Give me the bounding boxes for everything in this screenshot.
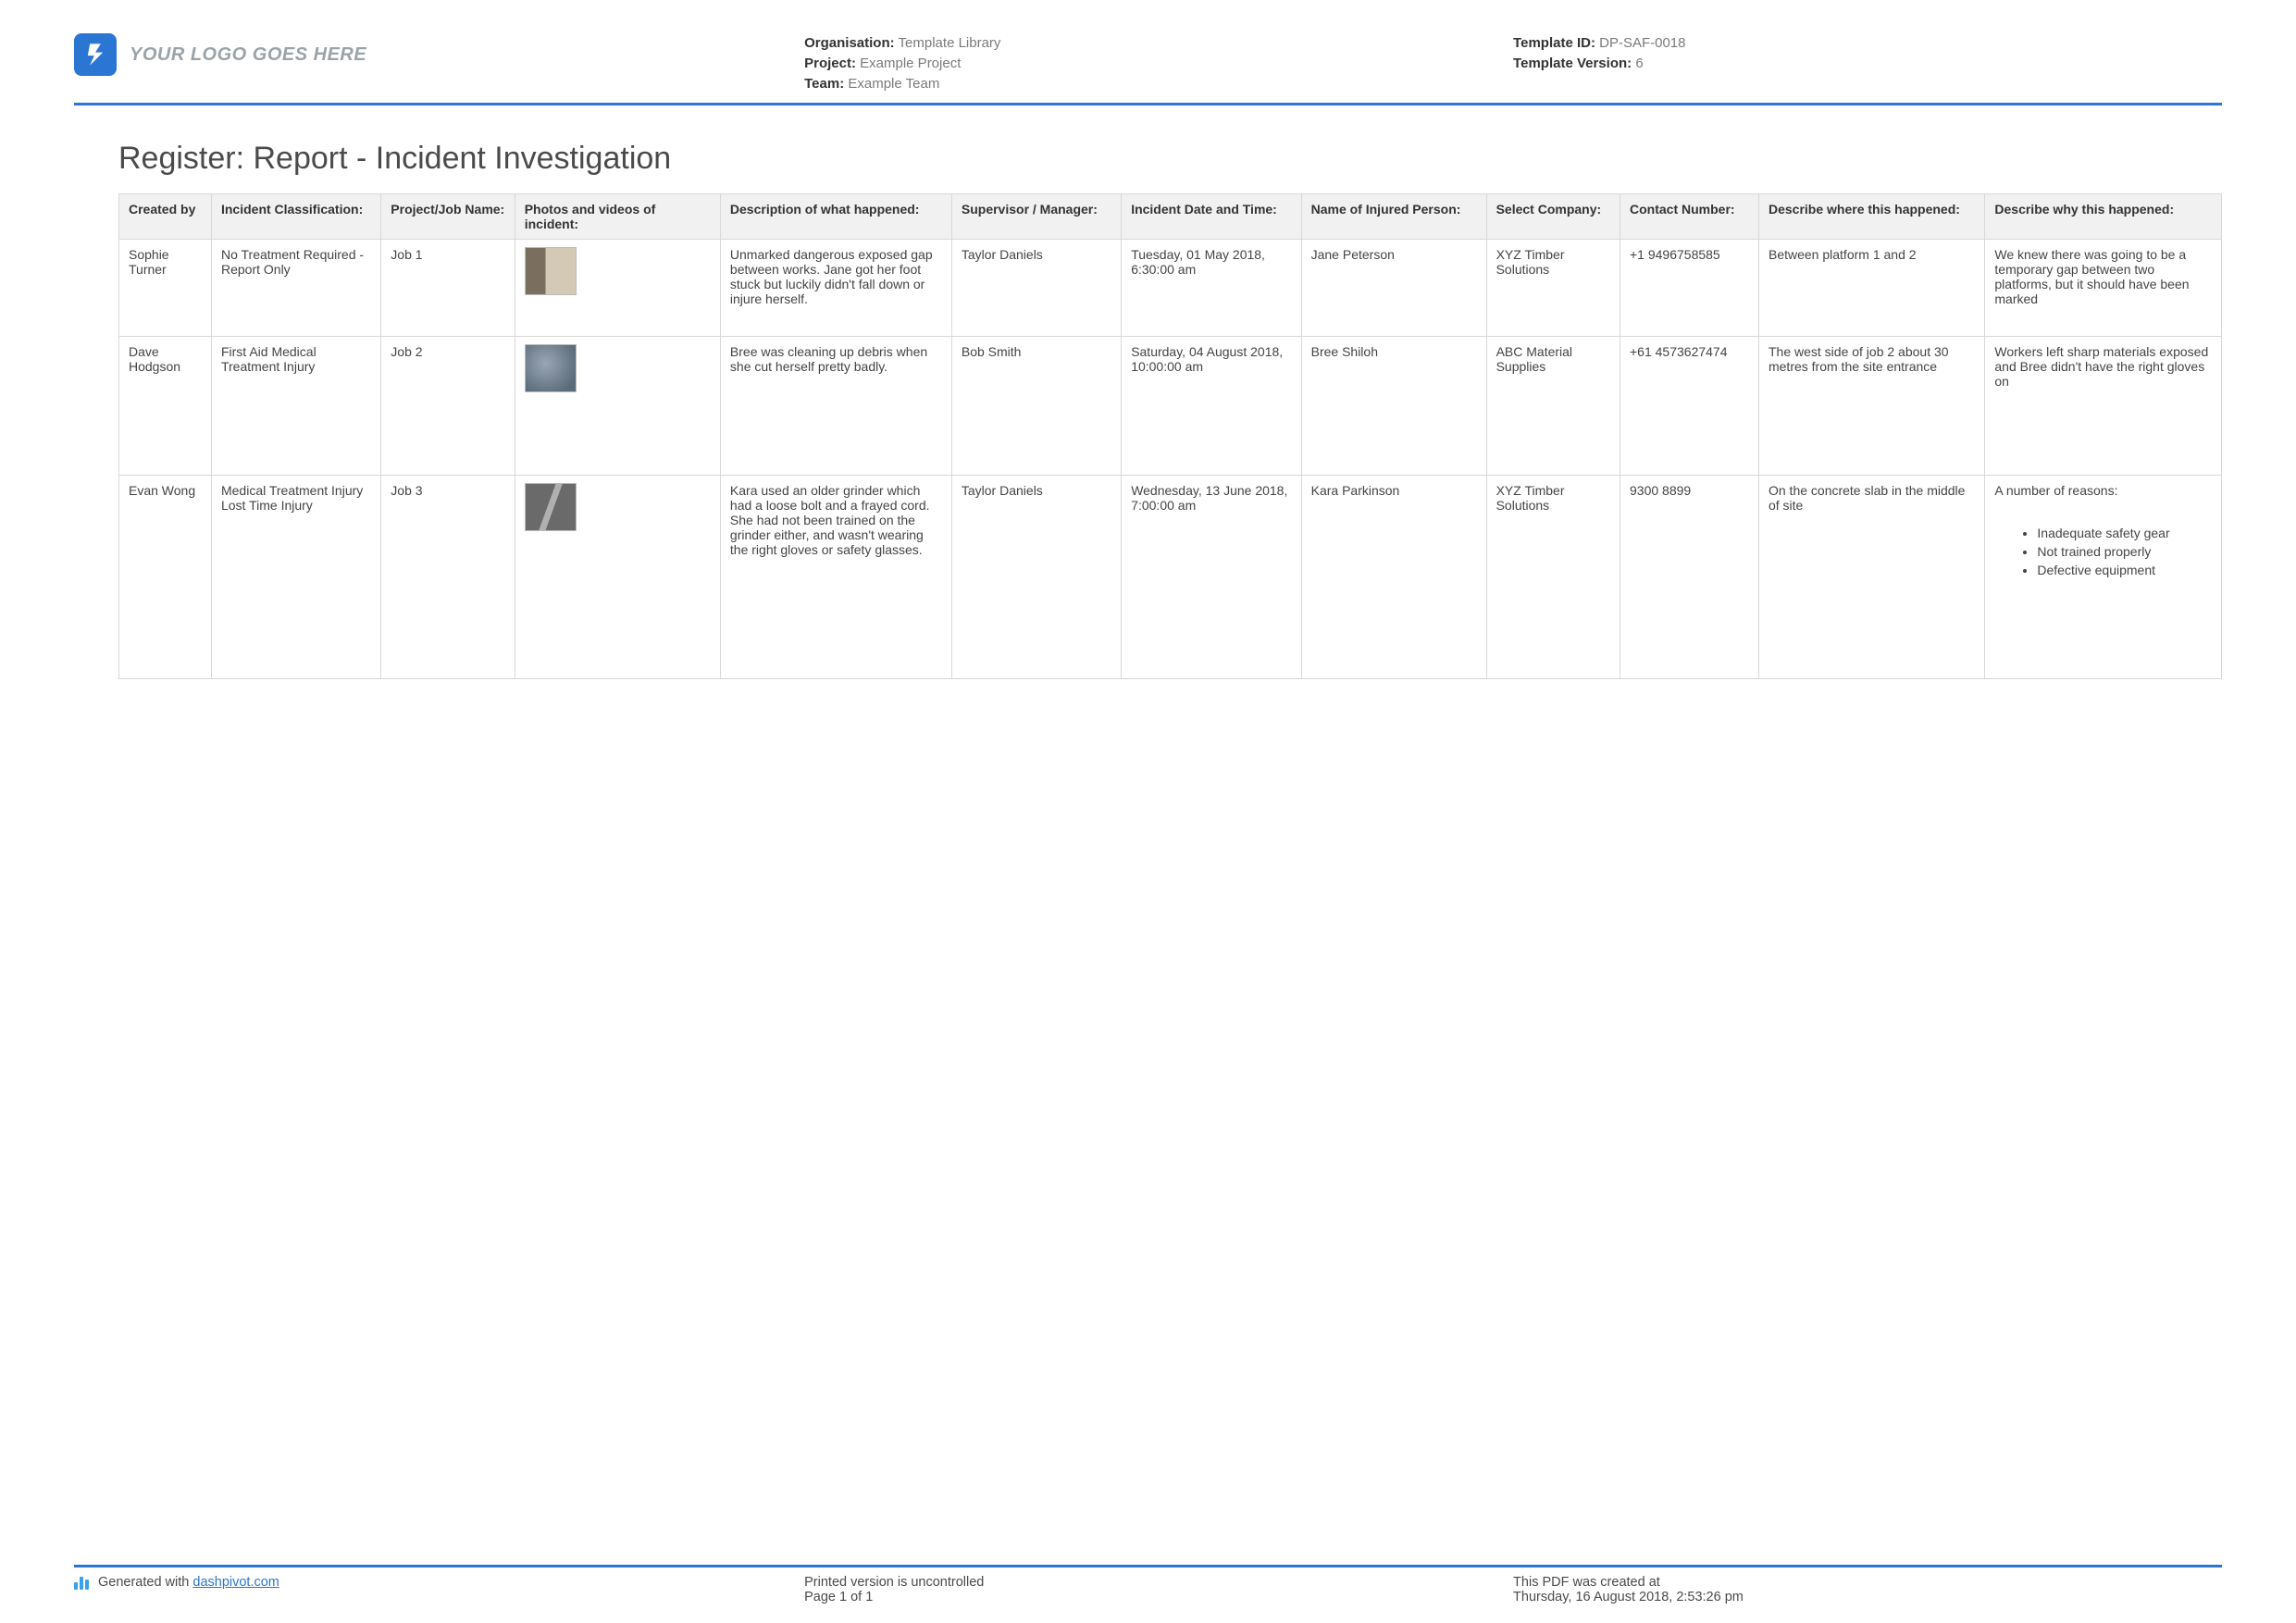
table-header-row: Created by Incident Classification: Proj… (119, 194, 2222, 240)
table-cell: Saturday, 04 August 2018, 10:00:00 am (1122, 337, 1301, 476)
template-id-value: DP-SAF-0018 (1599, 35, 1685, 51)
table-cell: Wednesday, 13 June 2018, 7:00:00 am (1122, 476, 1301, 679)
why-reason-item: Inadequate safety gear (2037, 526, 2212, 540)
col-injured: Name of Injured Person: (1301, 194, 1486, 240)
table-cell: Job 1 (381, 240, 515, 337)
table-cell: Workers left sharp materials exposed and… (1985, 337, 2222, 476)
table-cell: Tuesday, 01 May 2018, 6:30:00 am (1122, 240, 1301, 337)
table-cell: +61 4573627474 (1620, 337, 1759, 476)
table-cell (515, 240, 720, 337)
org-label: Organisation: (804, 35, 895, 51)
table-row: Sophie TurnerNo Treatment Required - Rep… (119, 240, 2222, 337)
why-text: We knew there was going to be a temporar… (1994, 247, 2212, 306)
table-cell: Medical Treatment Injury Lost Time Injur… (211, 476, 380, 679)
logo-block: YOUR LOGO GOES HERE (74, 33, 804, 76)
generated-prefix: Generated with (98, 1575, 192, 1590)
table-cell: Job 3 (381, 476, 515, 679)
uncontrolled-text: Printed version is uncontrolled (804, 1575, 1513, 1590)
table-cell: Bob Smith (951, 337, 1121, 476)
table-cell: Unmarked dangerous exposed gap between w… (720, 240, 951, 337)
col-where: Describe where this happened: (1758, 194, 1984, 240)
table-cell: The west side of job 2 about 30 metres f… (1758, 337, 1984, 476)
footer-right: This PDF was created at Thursday, 16 Aug… (1513, 1575, 2222, 1604)
table-cell: We knew there was going to be a temporar… (1985, 240, 2222, 337)
header-meta-center: Organisation: Template Library Project: … (804, 33, 1513, 93)
table-cell: Taylor Daniels (951, 476, 1121, 679)
table-cell: Dave Hodgson (119, 337, 212, 476)
project-label: Project: (804, 56, 856, 71)
table-cell: Sophie Turner (119, 240, 212, 337)
logo-icon (74, 33, 117, 76)
col-photos: Photos and videos of incident: (515, 194, 720, 240)
table-cell: +1 9496758585 (1620, 240, 1759, 337)
template-version-label: Template Version: (1513, 56, 1632, 71)
table-cell: 9300 8899 (1620, 476, 1759, 679)
table-row: Dave HodgsonFirst Aid Medical Treatment … (119, 337, 2222, 476)
table-cell: On the concrete slab in the middle of si… (1758, 476, 1984, 679)
table-cell: A number of reasons: Inadequate safety ge… (1985, 476, 2222, 679)
project-value: Example Project (860, 56, 961, 71)
table-cell: Between platform 1 and 2 (1758, 240, 1984, 337)
table-cell: XYZ Timber Solutions (1486, 476, 1620, 679)
table-cell: Jane Peterson (1301, 240, 1486, 337)
table-cell: Job 2 (381, 337, 515, 476)
created-at-value: Thursday, 16 August 2018, 2:53:26 pm (1513, 1590, 2222, 1604)
table-row: Evan WongMedical Treatment Injury Lost T… (119, 476, 2222, 679)
col-company: Select Company: (1486, 194, 1620, 240)
logo-placeholder-text: YOUR LOGO GOES HERE (130, 44, 366, 66)
table-cell: Evan Wong (119, 476, 212, 679)
table-cell: Taylor Daniels (951, 240, 1121, 337)
col-contact: Contact Number: (1620, 194, 1759, 240)
incident-photo-thumb (525, 247, 577, 295)
why-text: Workers left sharp materials exposed and… (1994, 344, 2212, 389)
why-reason-item: Defective equipment (2037, 563, 2212, 577)
why-reasons-list: Inadequate safety gear Not trained proper… (2011, 526, 2212, 577)
dashpivot-icon (74, 1575, 91, 1590)
footer-center: Printed version is uncontrolled Page 1 o… (804, 1575, 1513, 1604)
table-cell: Bree Shiloh (1301, 337, 1486, 476)
page-title: Register: Report - Incident Investigatio… (118, 141, 2222, 177)
incident-register-table: Created by Incident Classification: Proj… (118, 193, 2222, 679)
table-cell: Kara used an older grinder which had a l… (720, 476, 951, 679)
page-info: Page 1 of 1 (804, 1590, 1513, 1604)
col-classification: Incident Classification: (211, 194, 380, 240)
table-cell: XYZ Timber Solutions (1486, 240, 1620, 337)
header-meta-right: Template ID: DP-SAF-0018 Template Versio… (1513, 33, 2222, 74)
footer-left: Generated with dashpivot.com (74, 1575, 804, 1604)
team-label: Team: (804, 76, 844, 92)
template-id-label: Template ID: (1513, 35, 1595, 51)
why-reason-item: Not trained properly (2037, 544, 2212, 559)
incident-photo-thumb (525, 344, 577, 392)
org-value: Template Library (899, 35, 1001, 51)
document-footer: Generated with dashpivot.com Printed ver… (74, 1565, 2222, 1604)
col-description: Description of what happened: (720, 194, 951, 240)
col-date: Incident Date and Time: (1122, 194, 1301, 240)
table-cell: No Treatment Required - Report Only (211, 240, 380, 337)
template-version-value: 6 (1635, 56, 1643, 71)
why-text: A number of reasons: (1994, 483, 2212, 498)
document-header: YOUR LOGO GOES HERE Organisation: Templa… (74, 33, 2222, 105)
incident-photo-thumb (525, 483, 577, 531)
col-supervisor: Supervisor / Manager: (951, 194, 1121, 240)
table-cell: Bree was cleaning up debris when she cut… (720, 337, 951, 476)
created-at-label: This PDF was created at (1513, 1575, 2222, 1590)
col-created-by: Created by (119, 194, 212, 240)
table-cell: First Aid Medical Treatment Injury (211, 337, 380, 476)
table-cell: Kara Parkinson (1301, 476, 1486, 679)
table-cell (515, 337, 720, 476)
table-cell: ABC Material Supplies (1486, 337, 1620, 476)
team-value: Example Team (848, 76, 939, 92)
col-job-name: Project/Job Name: (381, 194, 515, 240)
table-cell (515, 476, 720, 679)
dashpivot-link[interactable]: dashpivot.com (192, 1575, 279, 1590)
col-why: Describe why this happened: (1985, 194, 2222, 240)
